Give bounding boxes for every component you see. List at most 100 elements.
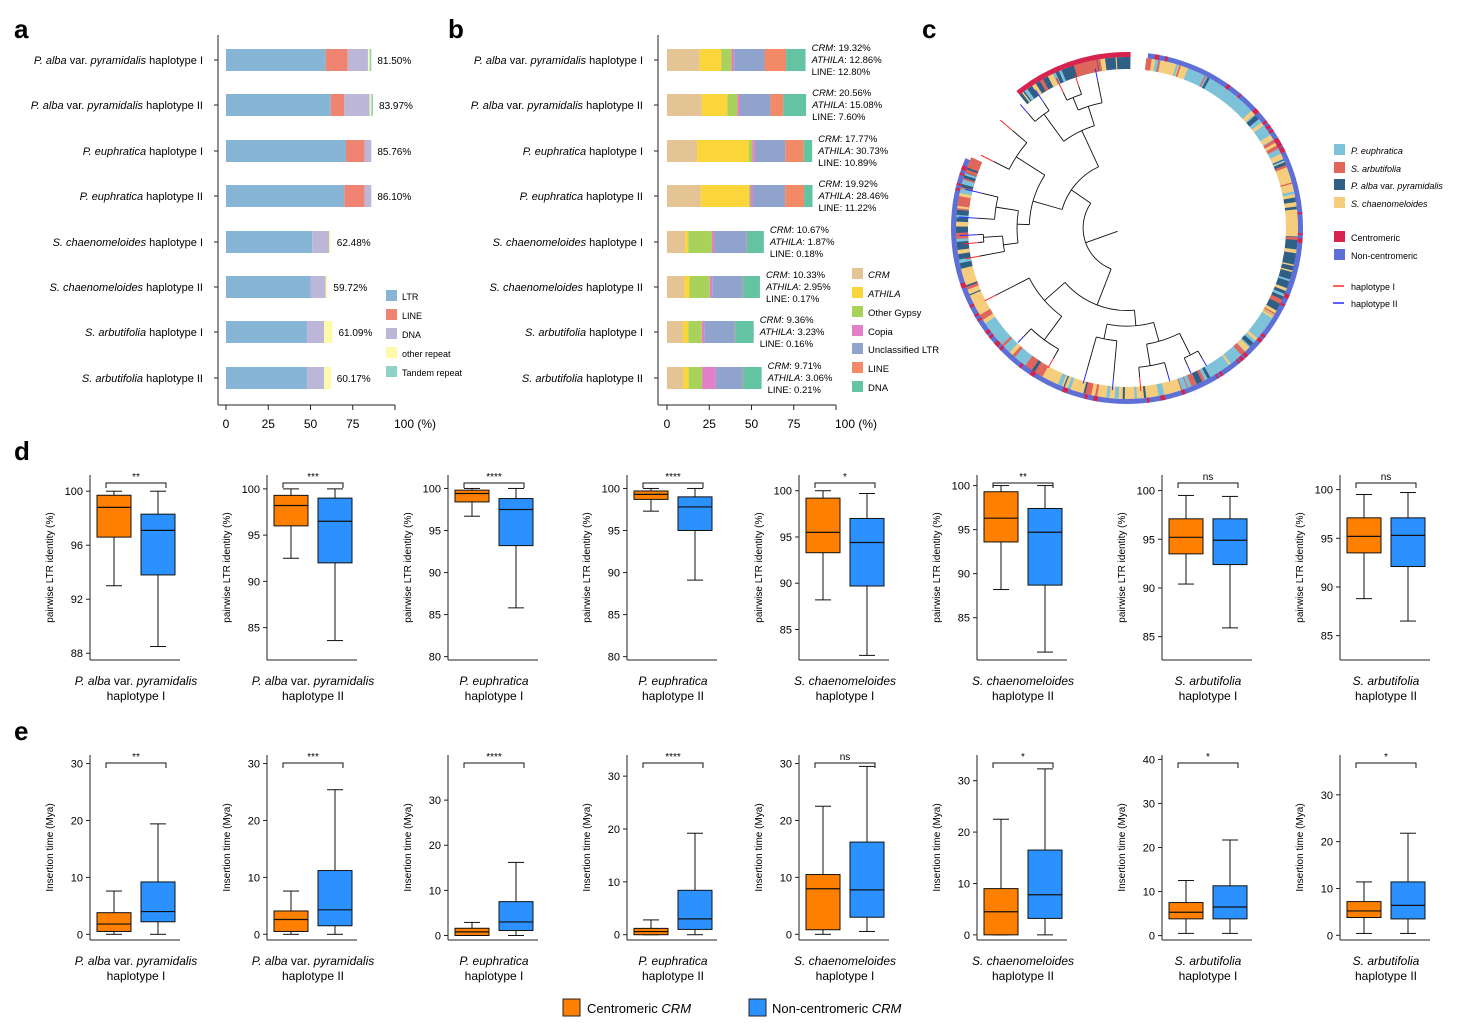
centromere-ring-tick [1297,238,1303,244]
bar-segment-crm [667,185,701,207]
bar-total-label: 61.09% [338,328,372,339]
clade-ring-tick [1031,83,1043,96]
panel-b-ltr-composition: P. alba var. pyramidalis haplotype I CRM:… [471,35,939,431]
genome-name-label: P. euphratica [459,674,528,688]
clade-ring-tick [1171,380,1177,393]
species-name: P. euphratica [520,191,583,203]
annotation-crm: CRM: 9.71% [768,361,822,372]
species-name: S. chaenomeloides [490,282,584,294]
bar-segment-line [770,94,784,116]
significance-label: **** [486,752,502,763]
centromere-ring-tick [1268,128,1274,134]
x-tick-label: 25 [262,417,276,431]
clade-ring-tick [1097,59,1103,72]
clade-ring-tick [1057,373,1067,387]
tree-branch [1043,316,1063,341]
haplotype-label: haplotype II [282,689,344,703]
box-centromeric [805,497,841,554]
legend-label: Non-centromeric [1351,251,1418,261]
bar-segment-other-repeat [329,231,331,253]
clade-ring-tick [1242,110,1255,123]
annotation-line: LINE: 0.16% [760,339,814,350]
annotation-value: : 2.95% [799,282,832,293]
y-tick-label: 80 [608,652,620,664]
clade-ring-tick [1087,382,1094,396]
haplotype-word: haplotype II [583,100,643,112]
species-name: S. arbutifolia [1351,164,1401,174]
clade-ring-tick [1056,71,1064,84]
tree-branch [1153,322,1160,342]
y-tick-label: 100 [1315,485,1333,497]
haplotype-word: haplotype I [146,327,203,339]
box-centromeric [273,910,309,932]
clade-ring-tick [1058,70,1067,83]
clade-ring-tick [1263,140,1276,150]
annotation-value: : 0.18% [791,249,824,260]
box-noncentromeric [498,901,534,932]
tree-branch [1179,333,1191,356]
bar-segment-dna [364,185,372,207]
clade-ring-tick [1037,363,1049,377]
y-tick-label: 85 [1321,631,1333,643]
y-tick-label: 20 [1321,837,1333,849]
clade-ring-tick [1221,354,1231,366]
clade-ring-tick [1128,386,1134,399]
genome-label-a: P. euphratica haplotype I [83,146,203,158]
x-tick-label: 100 (%) [394,417,436,431]
legend-swatch [1334,144,1345,155]
tree-leaf [963,242,978,245]
x-tick-label: 75 [346,417,360,431]
centromere-ring-tick [1092,55,1096,61]
significance-label: ns [1203,472,1214,483]
box-noncentromeric [498,498,534,547]
bar-segment-dna [743,367,762,389]
centromere-ring-tick [1180,389,1186,396]
haplotype-word: haplotype II [143,191,203,203]
tree-branch [1113,340,1118,378]
y-axis-label: Insertion time (Mya) [1295,803,1306,891]
centromere-ring-tick [1164,56,1169,62]
y-axis-label: Insertion time (Mya) [754,803,765,891]
legend-label-centromeric: Centromeric CRM [587,1001,691,1016]
centromere-ring-tick [1038,74,1045,81]
genome-name-label: P. euphratica [638,674,707,688]
variety-name: pyramidalis [136,954,198,968]
haplotype-word: haplotype I [586,55,643,67]
significance-bracket [814,762,876,768]
species-name: S. chaenomeloides [493,237,587,249]
tree-arc [1078,102,1103,111]
variety-word: var. [64,100,88,112]
bar-segment-unclassified-ltr [715,367,743,389]
clade-ring-tick [1245,330,1258,343]
box-centromeric [454,489,490,503]
clade-ring-tick [1094,384,1100,397]
boxplot-7: 85 90 95 100 pairwise LTR identity (%) ns S. a… [1295,472,1430,703]
bar-segment-other-gypsy [721,49,732,71]
tree-arc [1030,328,1059,350]
clade-ring-tick [1274,164,1287,172]
clade-ring-tick [1122,386,1125,399]
genome-label-b: P. euphratica haplotype I [523,146,643,158]
clade-ring-tick [959,188,973,196]
species-name: S. chaenomeloides [794,954,896,968]
bar-segment-dna [804,185,813,207]
y-tick-label: 92 [71,594,83,606]
tree-leaf [1074,73,1080,87]
legend-swatch-noncentromeric [748,998,767,1017]
clade-ring-tick [965,281,978,287]
genome-label-a: P. alba var. pyramidalis haplotype II [31,100,203,112]
annotation-athila: ATHILA: 1.87% [769,237,835,248]
panel-letter-b: b [448,14,464,44]
legend-label: Centromeric [1351,233,1401,243]
haplotype-word: haplotype I [146,237,203,249]
genome-label-b: S. arbutifolia haplotype I [525,327,643,339]
y-tick-label: 30 [1143,798,1155,810]
genome-label-b: P. alba var. pyramidalis haplotype II [471,100,643,112]
annotation-word: ATHILA [818,191,852,202]
clade-ring-tick [1100,58,1107,71]
tree-leaf [1139,377,1142,392]
species-name: S. chaenomeloides [1351,199,1428,209]
bar-segment-dna [743,276,760,298]
haplotype-word: haplotype II [583,191,643,203]
bar-segment-dna [312,231,330,253]
